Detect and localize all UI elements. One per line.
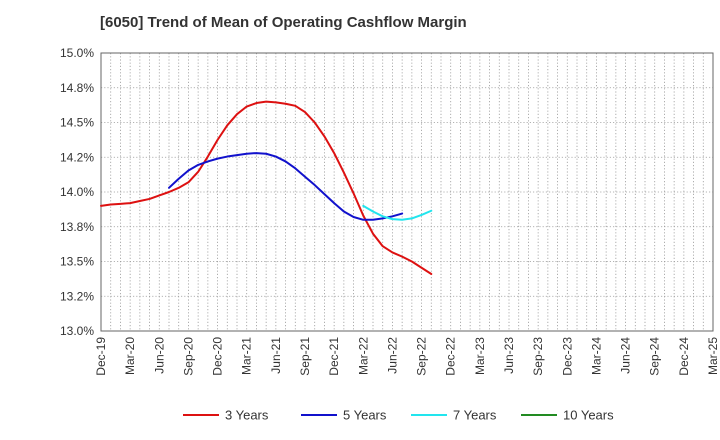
y-tick-label: 13.0%: [60, 324, 94, 338]
x-tick-label: Dec-23: [560, 337, 574, 376]
series-line-7-years: [362, 204, 433, 221]
x-tick-label: Dec-20: [211, 337, 225, 376]
y-tick-label: 13.2%: [60, 289, 94, 303]
x-tick-label: Mar-23: [473, 337, 487, 375]
x-tick-label: Dec-22: [444, 337, 458, 376]
y-tick-label: 14.8%: [60, 81, 94, 95]
x-tick-label: Dec-19: [94, 337, 108, 376]
legend-label: 7 Years: [453, 408, 497, 423]
x-tick-label: Jun-20: [152, 337, 166, 374]
x-tick-label: Sep-22: [415, 337, 429, 376]
x-tick-label: Mar-25: [706, 337, 720, 375]
x-tick-label: Sep-23: [531, 337, 545, 376]
chart-title: [6050] Trend of Mean of Operating Cashfl…: [100, 14, 467, 31]
plot-area: [101, 53, 713, 331]
x-tick-label: Mar-22: [356, 337, 370, 375]
legend-label: 10 Years: [563, 408, 614, 423]
x-tick-label: Sep-24: [648, 337, 662, 376]
y-tick-label: 13.8%: [60, 220, 94, 234]
x-tick-label: Mar-24: [589, 337, 603, 375]
plot-frame: [100, 52, 714, 332]
x-tick-label: Mar-20: [123, 337, 137, 375]
y-tick-label: 14.5%: [60, 116, 94, 130]
x-tick-label: Sep-20: [181, 337, 195, 376]
x-tick-label: Jun-21: [269, 337, 283, 374]
legend-label: 3 Years: [225, 408, 269, 423]
series-line-3-years: [100, 100, 433, 276]
x-tick-label: Jun-22: [385, 337, 399, 374]
y-tick-label: 15.0%: [60, 46, 94, 60]
y-tick-label: 14.0%: [60, 185, 94, 199]
y-tick-label: 13.5%: [60, 255, 94, 269]
x-tick-label: Sep-21: [298, 337, 312, 376]
y-tick-label: 14.2%: [60, 150, 94, 164]
x-tick-label: Jun-24: [619, 337, 633, 374]
x-tick-label: Jun-23: [502, 337, 516, 374]
series-line-5-years: [168, 152, 404, 221]
x-tick-label: Mar-21: [240, 337, 254, 375]
legend-label: 5 Years: [343, 408, 387, 423]
x-tick-label: Dec-24: [677, 337, 691, 376]
x-tick-label: Dec-21: [327, 337, 341, 376]
